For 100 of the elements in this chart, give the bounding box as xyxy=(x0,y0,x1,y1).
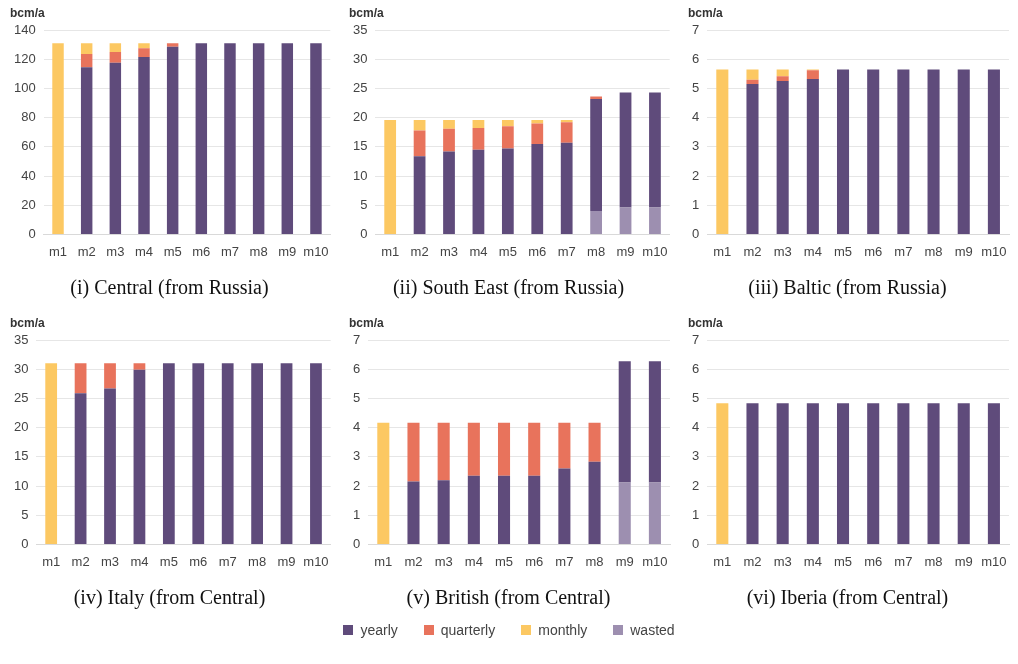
bar xyxy=(472,119,485,129)
x-tick-label: m8 xyxy=(585,553,604,569)
bar xyxy=(407,481,420,544)
bar xyxy=(746,69,759,80)
x-tick-label: m2 xyxy=(71,553,90,569)
x-tick-label: m4 xyxy=(803,553,822,569)
bar xyxy=(501,148,514,234)
y-axis-title: bcm/a xyxy=(349,316,385,331)
bar xyxy=(472,149,485,234)
bar xyxy=(558,468,571,544)
x-tick-label: m5 xyxy=(834,553,853,569)
y-tick-label: 30 xyxy=(13,360,29,376)
bar xyxy=(224,43,236,234)
bar xyxy=(195,43,208,234)
bar xyxy=(162,363,175,544)
y-tick-label: 40 xyxy=(21,167,36,183)
x-tick-label: m4 xyxy=(130,553,149,569)
y-tick-label: 0 xyxy=(692,225,700,241)
x-tick-label: m6 xyxy=(189,553,208,569)
bar xyxy=(501,119,514,127)
x-tick-label: m5 xyxy=(498,243,517,259)
x-tick-label: m3 xyxy=(439,243,459,259)
bar xyxy=(648,482,661,544)
x-tick-label: m5 xyxy=(163,243,182,259)
x-tick-label: m1 xyxy=(374,553,393,569)
y-tick-label: 140 xyxy=(13,21,36,37)
x-tick-label: m10 xyxy=(303,553,329,569)
x-tick-label: m2 xyxy=(743,243,762,259)
x-tick-label: m8 xyxy=(248,553,267,569)
y-tick-label: 35 xyxy=(13,331,29,347)
y-tick-label: 10 xyxy=(352,167,368,183)
y-tick-label: 25 xyxy=(352,79,368,95)
x-tick-label: m1 xyxy=(713,553,732,569)
y-tick-label: 120 xyxy=(13,50,36,66)
y-tick-label: 80 xyxy=(21,109,36,125)
bar xyxy=(133,363,146,370)
x-tick-label: m3 xyxy=(100,553,120,569)
y-tick-label: 4 xyxy=(692,419,700,435)
x-tick-label: m9 xyxy=(954,243,973,259)
bar xyxy=(560,142,573,234)
bar xyxy=(746,84,759,234)
bar xyxy=(806,79,819,234)
y-axis-title: bcm/a xyxy=(10,6,46,21)
x-tick-label: m8 xyxy=(924,553,943,569)
x-tick-label: m2 xyxy=(77,243,96,259)
y-tick-label: 15 xyxy=(352,138,368,154)
legend-label: quarterly xyxy=(440,622,496,638)
bar xyxy=(531,143,544,234)
y-axis-title: bcm/a xyxy=(688,316,724,331)
x-tick-label: m3 xyxy=(773,243,792,259)
x-tick-label: m5 xyxy=(495,553,514,569)
bar xyxy=(649,92,661,208)
y-tick-label: 4 xyxy=(353,419,361,435)
bar xyxy=(80,67,93,234)
x-tick-label: m5 xyxy=(159,553,178,569)
bar xyxy=(80,43,93,55)
bar xyxy=(280,363,293,544)
y-tick-label: 10 xyxy=(13,477,29,493)
bar xyxy=(138,48,150,58)
x-tick-label: m6 xyxy=(528,243,547,259)
x-tick-label: m6 xyxy=(864,243,883,259)
bar xyxy=(619,92,632,208)
legend-label: monthly xyxy=(538,622,588,638)
y-tick-label: 15 xyxy=(13,448,29,464)
x-tick-label: m6 xyxy=(525,553,544,569)
bar xyxy=(497,475,511,544)
y-tick-label: 2 xyxy=(353,477,361,493)
text: (iii) Baltic (from Russia) xyxy=(747,275,948,301)
bar xyxy=(746,79,759,85)
bar xyxy=(138,57,150,234)
y-tick-label: 1 xyxy=(692,196,700,212)
x-tick-label: m1 xyxy=(48,243,68,259)
bar xyxy=(384,119,397,234)
bar xyxy=(221,363,234,544)
x-tick-label: m10 xyxy=(642,553,668,569)
x-tick-label: m1 xyxy=(381,243,400,259)
text: (ii) South East (from Russia) xyxy=(391,275,626,301)
legend-label: wasted xyxy=(630,622,675,638)
bar xyxy=(443,151,455,234)
x-tick-label: m9 xyxy=(616,243,635,259)
x-tick-label: m4 xyxy=(134,243,154,259)
y-tick-label: 0 xyxy=(353,535,361,551)
x-tick-label: m9 xyxy=(615,553,634,569)
y-tick-label: 35 xyxy=(352,21,368,37)
bar xyxy=(619,207,632,234)
bar xyxy=(310,363,322,544)
bar xyxy=(45,363,58,544)
bar xyxy=(166,46,179,234)
bar xyxy=(987,69,1000,234)
y-tick-label: 60 xyxy=(21,138,36,154)
legend-label: yearly xyxy=(360,622,398,638)
x-tick-label: m6 xyxy=(864,553,883,569)
x-tick-label: m2 xyxy=(404,553,423,569)
bar xyxy=(467,422,480,476)
x-tick-label: m3 xyxy=(434,553,453,569)
bar xyxy=(836,69,850,234)
bar xyxy=(590,98,602,212)
bar xyxy=(166,43,179,47)
bar xyxy=(443,128,455,152)
y-tick-label: 6 xyxy=(692,50,700,66)
